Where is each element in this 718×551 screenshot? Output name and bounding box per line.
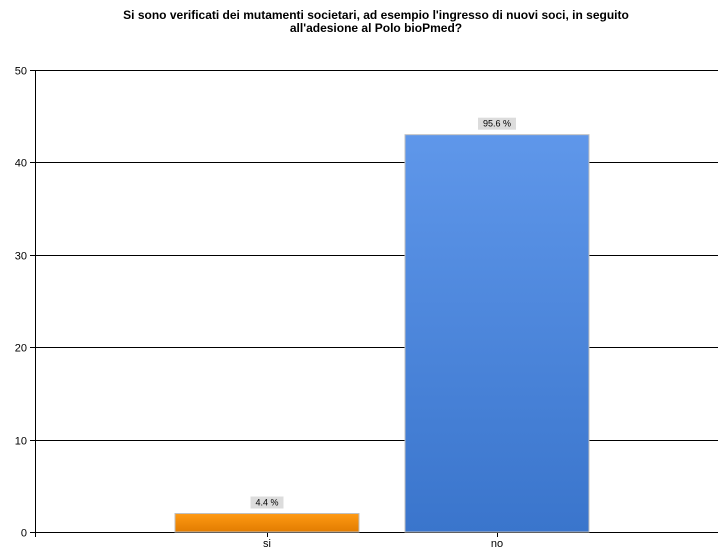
y-tick-label: 10	[15, 436, 27, 448]
y-tick-label: 40	[15, 158, 27, 170]
data-label-si: 4.4 %	[255, 498, 278, 508]
chart-title-line-1: Si sono verificati dei mutamenti societa…	[123, 8, 629, 22]
data-label-no: 95.6 %	[483, 119, 511, 129]
bars	[174, 134, 590, 533]
x-tick-label-no: no	[491, 538, 503, 550]
y-tick-label: 0	[21, 528, 27, 540]
x-tick-label-si: si	[263, 538, 271, 550]
data-label-box	[478, 117, 516, 130]
chart-title-line-2: all'adesione al Polo bioPmed?	[289, 21, 463, 35]
chart-title: Si sono verificati dei mutamenti societa…	[0, 9, 718, 35]
y-tick-label: 20	[15, 343, 27, 355]
gridlines	[30, 70, 718, 441]
data-labels: 4.4 % 95.6 %	[250, 117, 516, 509]
data-label-box	[250, 496, 284, 509]
y-tick-label: 50	[15, 66, 27, 78]
bar-si	[174, 513, 360, 533]
axes: 0 10 20 30 40 50 si no	[15, 66, 718, 550]
bar-no	[404, 134, 590, 533]
y-tick-label: 30	[15, 251, 27, 263]
